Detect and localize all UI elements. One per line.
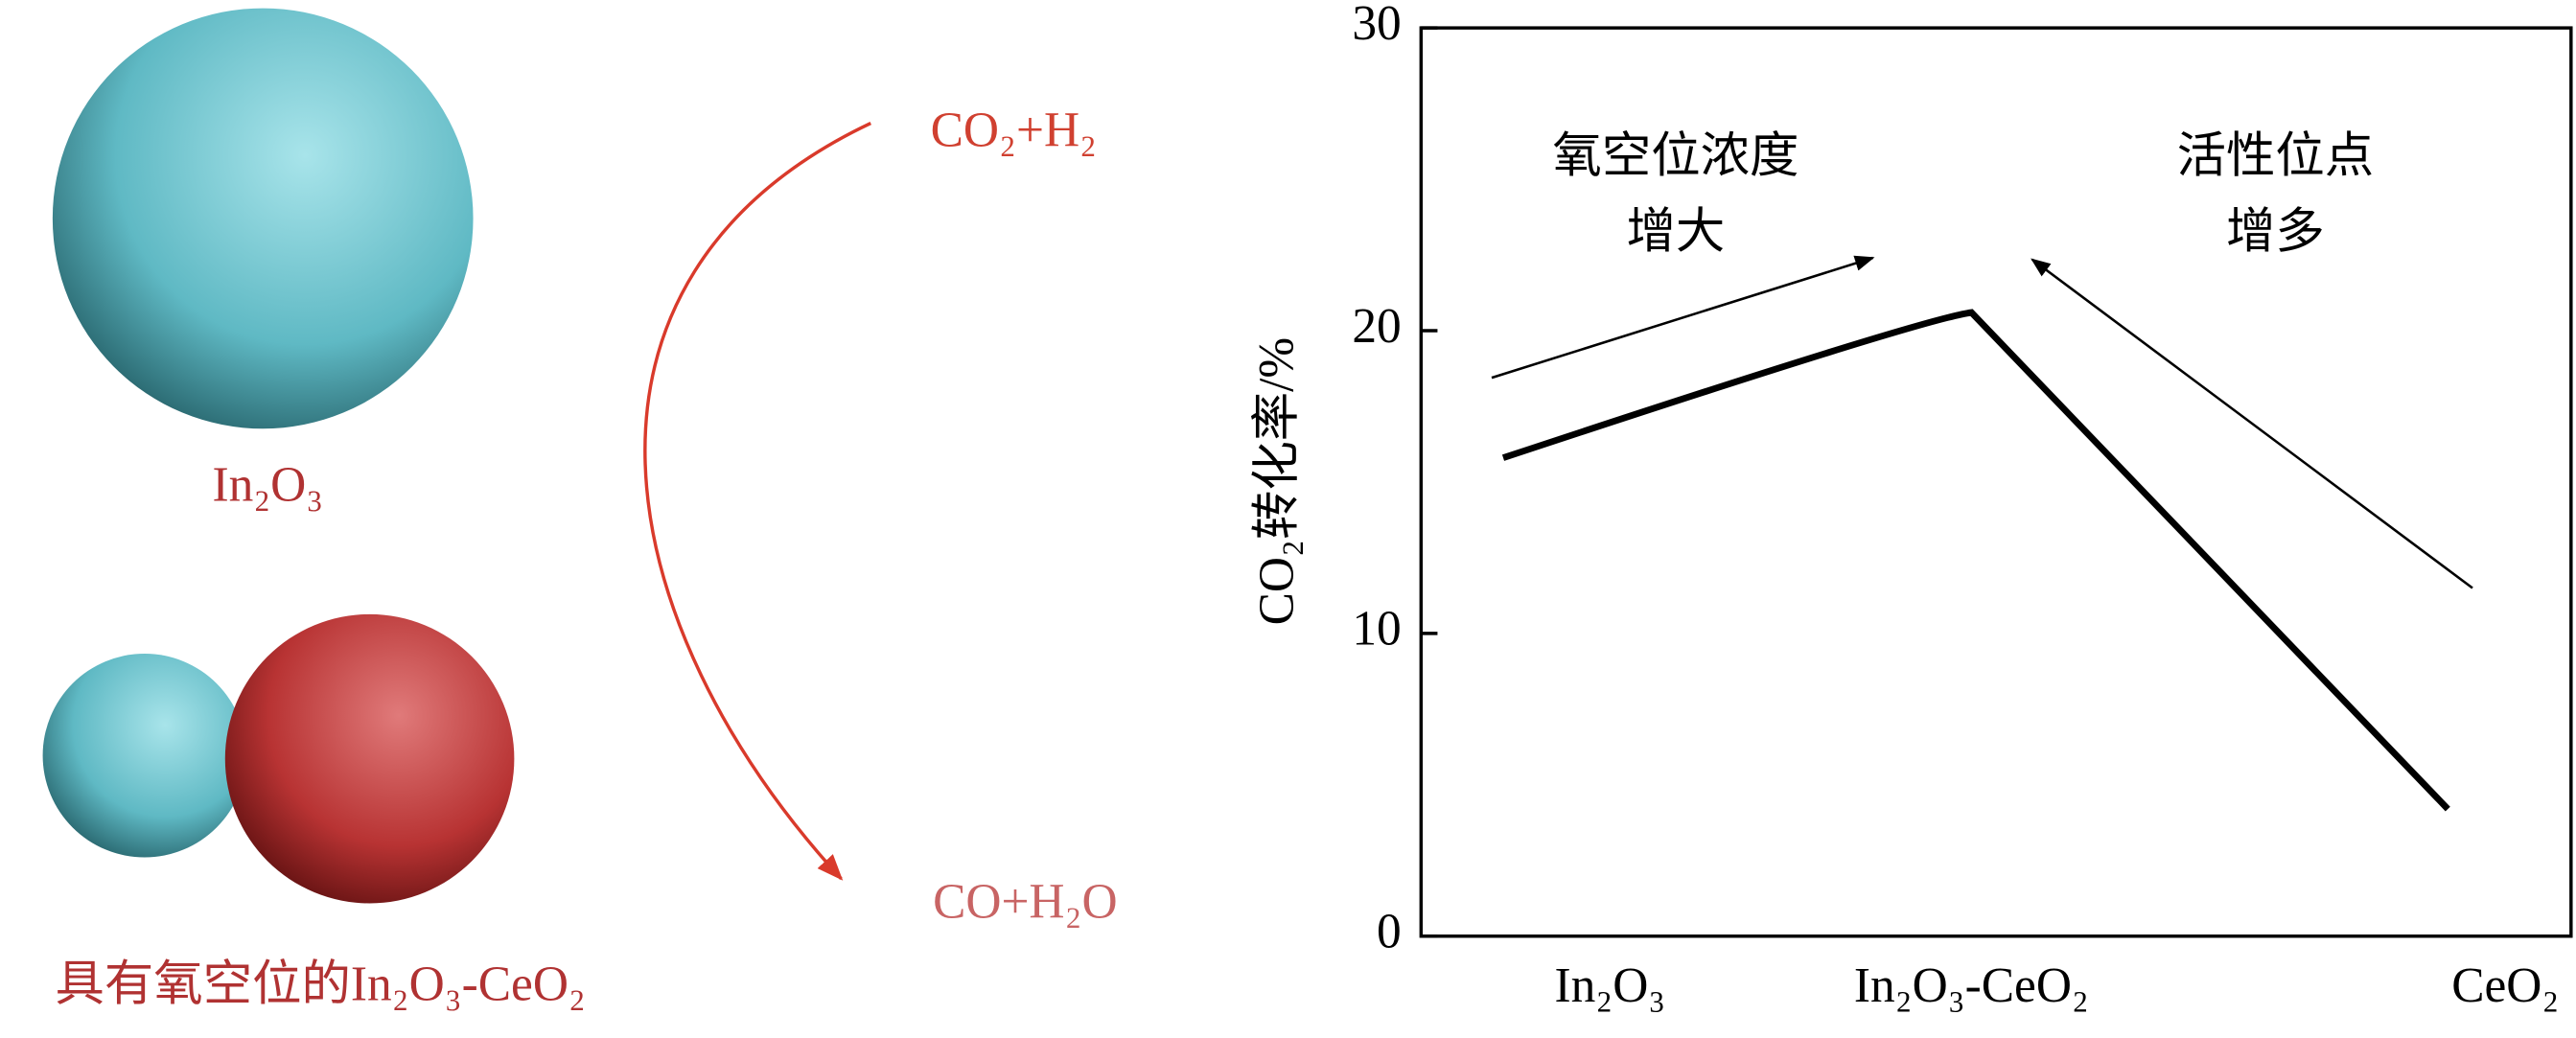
product-label: CO+H₂O bbox=[933, 875, 1118, 930]
ceo2-particle bbox=[224, 613, 515, 904]
y-axis-label: CO₂转化率/% bbox=[1249, 337, 1304, 626]
x-tick-label: In₂O₃-CeO₂ bbox=[1854, 958, 2089, 1013]
sphere-label: In₂O₃ bbox=[212, 457, 323, 512]
in2o3-particle bbox=[42, 654, 247, 858]
x-tick-label: CeO₂ bbox=[2451, 958, 2559, 1013]
y-tick-label: 0 bbox=[1377, 905, 1402, 959]
annotation: 增大 bbox=[1627, 205, 1726, 260]
annotation: 增多 bbox=[2226, 205, 2325, 260]
composite-label: 具有氧空位的In₂O₃-CeO₂ bbox=[56, 957, 586, 1011]
y-tick-label: 20 bbox=[1352, 299, 1401, 354]
data-line bbox=[1501, 309, 2450, 812]
plot-frame bbox=[1419, 26, 2573, 938]
trend-arrow bbox=[2031, 258, 2473, 589]
reaction-arrow bbox=[643, 121, 871, 881]
y-tick-label: 10 bbox=[1352, 602, 1401, 657]
y-tick-label: 30 bbox=[1352, 0, 1401, 51]
annotation: 活性位点 bbox=[2177, 129, 2375, 184]
trend-arrow bbox=[1491, 255, 1875, 380]
reactant-label: CO₂+H₂ bbox=[931, 103, 1097, 157]
annotation: 氧空位浓度 bbox=[1552, 129, 1799, 184]
x-tick-label: In₂O₃ bbox=[1554, 958, 1665, 1013]
in2o3-sphere bbox=[52, 8, 474, 429]
